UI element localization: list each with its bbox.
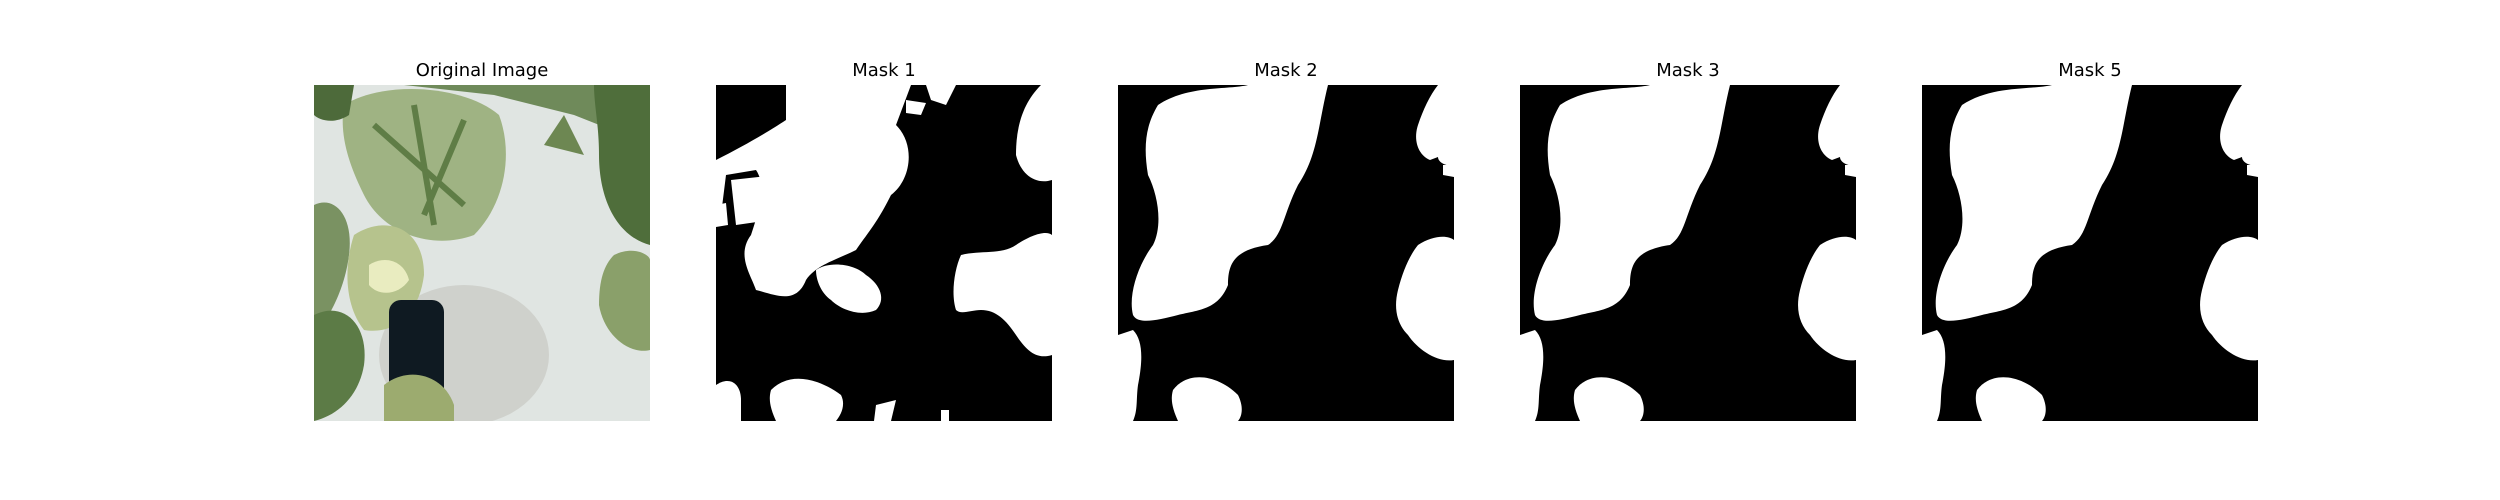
- mask-1: [716, 85, 1052, 421]
- panel-title: Mask 3: [1656, 60, 1720, 81]
- original-image: [314, 85, 650, 421]
- panel-title: Mask 2: [1254, 60, 1318, 81]
- mask-5: [1922, 85, 2258, 421]
- mask-2: [1118, 85, 1454, 421]
- mask-3-image: [1520, 85, 1856, 421]
- panel-title: Mask 1: [852, 60, 916, 81]
- panel-title: Original Image: [415, 60, 549, 81]
- mask-2-image: [1118, 85, 1454, 421]
- mask-3: [1520, 85, 1856, 421]
- mask-5-image: [1922, 85, 2258, 421]
- plant-photo: [314, 85, 650, 421]
- panel-title: Mask 5: [2058, 60, 2122, 81]
- mask-1-image: [716, 85, 1052, 421]
